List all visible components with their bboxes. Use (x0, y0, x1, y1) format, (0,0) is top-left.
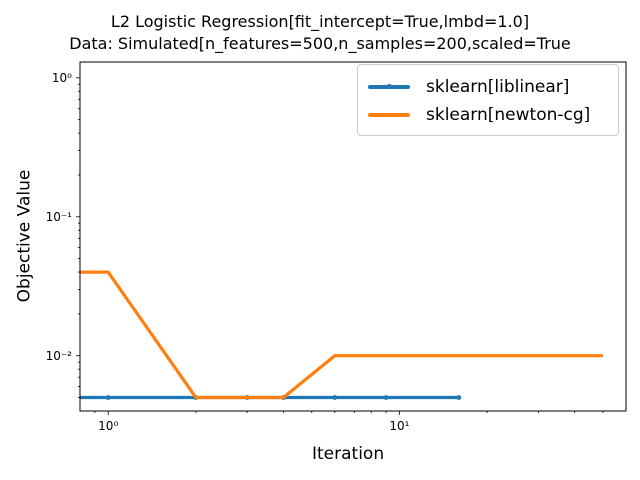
x-tick-label: 10⁰ (98, 419, 119, 433)
x-axis-label: Iteration (312, 444, 385, 464)
legend-swatch-liblinear (368, 84, 410, 89)
legend-entry-liblinear: sklearn[liblinear] (368, 75, 569, 99)
chart-legend: sklearn[liblinear] sklearn[newton-cg] (357, 64, 619, 136)
legend-marker-liblinear (387, 84, 392, 89)
series-point-liblinear (105, 395, 111, 400)
y-tick-label: 10⁻² (45, 348, 72, 363)
chart-title-line-1: L2 Logistic Regression[fit_intercept=Tru… (110, 12, 530, 31)
y-tick-label: 10⁻¹ (45, 209, 72, 224)
legend-label-liblinear: sklearn[liblinear] (426, 77, 570, 97)
series-point-liblinear (332, 395, 338, 400)
y-axis-label: Objective Value (14, 169, 35, 303)
series-point-liblinear (456, 395, 462, 400)
legend-swatch-newton-cg (368, 113, 410, 117)
series-point-liblinear (383, 395, 389, 400)
chart-title-line-2: Data: Simulated[n_features=500,n_samples… (69, 34, 571, 53)
y-tick-label: 10⁰ (51, 70, 72, 85)
legend-label-newton-cg: sklearn[newton-cg] (426, 105, 591, 125)
legend-entry-newton-cg: sklearn[newton-cg] (368, 103, 590, 127)
series-line-newton-cg (80, 270, 603, 400)
x-tick-label: 10¹ (389, 419, 410, 433)
axes-frame (79, 61, 627, 412)
